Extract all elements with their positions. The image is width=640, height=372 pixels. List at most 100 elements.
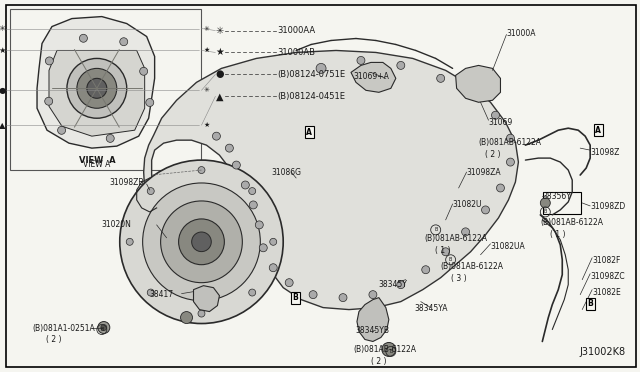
- Circle shape: [506, 158, 515, 166]
- Text: ●: ●: [0, 86, 6, 95]
- Text: ( 2 ): ( 2 ): [371, 357, 387, 366]
- Text: (B)08124-0451E: (B)08124-0451E: [277, 92, 345, 101]
- Text: 31000A: 31000A: [506, 29, 536, 38]
- Circle shape: [106, 134, 114, 142]
- Circle shape: [45, 97, 52, 105]
- Circle shape: [506, 134, 515, 142]
- Circle shape: [198, 167, 205, 174]
- Circle shape: [101, 324, 107, 330]
- Text: 31082E: 31082E: [592, 288, 621, 296]
- Circle shape: [179, 219, 225, 265]
- Circle shape: [87, 78, 107, 98]
- Text: 38417: 38417: [150, 290, 174, 299]
- Circle shape: [436, 74, 445, 82]
- Text: (B)081AB-6122A: (B)081AB-6122A: [540, 218, 604, 227]
- Text: (B)081AB-6122A: (B)081AB-6122A: [479, 138, 541, 147]
- Text: ★: ★: [0, 46, 6, 55]
- Circle shape: [339, 294, 347, 302]
- Polygon shape: [37, 17, 155, 148]
- Text: VIEW  A: VIEW A: [79, 155, 115, 164]
- Text: (B)081A1-0251A: (B)081A1-0251A: [32, 324, 95, 333]
- Circle shape: [397, 61, 404, 70]
- Polygon shape: [456, 65, 500, 102]
- Circle shape: [232, 161, 241, 169]
- Circle shape: [191, 232, 211, 251]
- Polygon shape: [357, 298, 389, 341]
- Circle shape: [250, 201, 257, 209]
- Text: (B)081AB-6122A: (B)081AB-6122A: [353, 346, 416, 355]
- Text: 31020N: 31020N: [102, 220, 132, 229]
- Circle shape: [467, 91, 474, 99]
- Circle shape: [497, 184, 504, 192]
- Text: ✳: ✳: [204, 26, 209, 32]
- Circle shape: [225, 144, 234, 152]
- Circle shape: [369, 291, 377, 299]
- Circle shape: [249, 289, 256, 296]
- Circle shape: [357, 57, 365, 64]
- Text: ●: ●: [215, 69, 223, 79]
- Text: VIEW A: VIEW A: [83, 160, 111, 169]
- Text: ( 3 ): ( 3 ): [451, 274, 467, 283]
- Bar: [10, 9, 202, 170]
- Text: 31082U: 31082U: [452, 200, 482, 209]
- Circle shape: [269, 264, 277, 272]
- Circle shape: [461, 228, 470, 236]
- Text: ( 1 ): ( 1 ): [435, 246, 450, 255]
- Circle shape: [67, 58, 127, 118]
- Text: (B)081AB-6122A: (B)081AB-6122A: [425, 234, 488, 243]
- Circle shape: [146, 99, 154, 106]
- Circle shape: [147, 289, 154, 296]
- Text: ▲: ▲: [216, 91, 223, 101]
- Text: J31002K8: J31002K8: [580, 347, 626, 357]
- Text: B: B: [449, 257, 452, 262]
- Text: B: B: [100, 327, 104, 332]
- Text: 31082F: 31082F: [592, 256, 621, 265]
- Circle shape: [269, 238, 276, 245]
- Circle shape: [285, 279, 293, 287]
- Circle shape: [255, 221, 263, 229]
- Text: ( 2 ): ( 2 ): [46, 336, 61, 344]
- Circle shape: [140, 67, 148, 75]
- Text: 31000AA: 31000AA: [277, 26, 316, 35]
- Circle shape: [492, 111, 499, 119]
- Text: ( 2 ): ( 2 ): [484, 150, 500, 159]
- Circle shape: [249, 187, 256, 195]
- Circle shape: [422, 266, 429, 274]
- Text: ✳: ✳: [204, 87, 209, 93]
- Text: B: B: [588, 299, 593, 308]
- Bar: [543, 192, 581, 214]
- Text: ▲: ▲: [0, 121, 5, 130]
- Text: (B)081AB-6122A: (B)081AB-6122A: [441, 262, 504, 271]
- Circle shape: [126, 238, 133, 245]
- Text: 31082UA: 31082UA: [490, 242, 525, 251]
- Text: ✳: ✳: [215, 26, 223, 35]
- Text: A: A: [595, 126, 601, 135]
- Text: B: B: [389, 349, 392, 354]
- Text: 38345YA: 38345YA: [415, 304, 448, 312]
- Text: A: A: [306, 128, 312, 137]
- Circle shape: [309, 291, 317, 299]
- Circle shape: [198, 310, 205, 317]
- Text: ✳: ✳: [0, 24, 6, 33]
- Text: B: B: [292, 293, 298, 302]
- Text: 31098ZB: 31098ZB: [110, 178, 144, 187]
- Text: 31086G: 31086G: [271, 168, 301, 177]
- Circle shape: [259, 244, 268, 252]
- Circle shape: [180, 312, 193, 324]
- Circle shape: [382, 343, 396, 356]
- Circle shape: [58, 126, 65, 134]
- Circle shape: [540, 198, 550, 208]
- Text: ★: ★: [204, 48, 210, 54]
- Text: 31069+A: 31069+A: [353, 73, 389, 81]
- Circle shape: [481, 206, 490, 214]
- Polygon shape: [143, 51, 518, 310]
- Text: 38345Y: 38345Y: [379, 280, 408, 289]
- Text: 31098ZC: 31098ZC: [590, 272, 625, 281]
- Circle shape: [241, 181, 250, 189]
- Text: ★: ★: [204, 122, 210, 128]
- Text: B: B: [543, 209, 547, 214]
- Text: 31098ZD: 31098ZD: [590, 202, 625, 211]
- Circle shape: [77, 68, 116, 108]
- Circle shape: [442, 248, 450, 256]
- Text: 38356Y: 38356Y: [542, 192, 572, 201]
